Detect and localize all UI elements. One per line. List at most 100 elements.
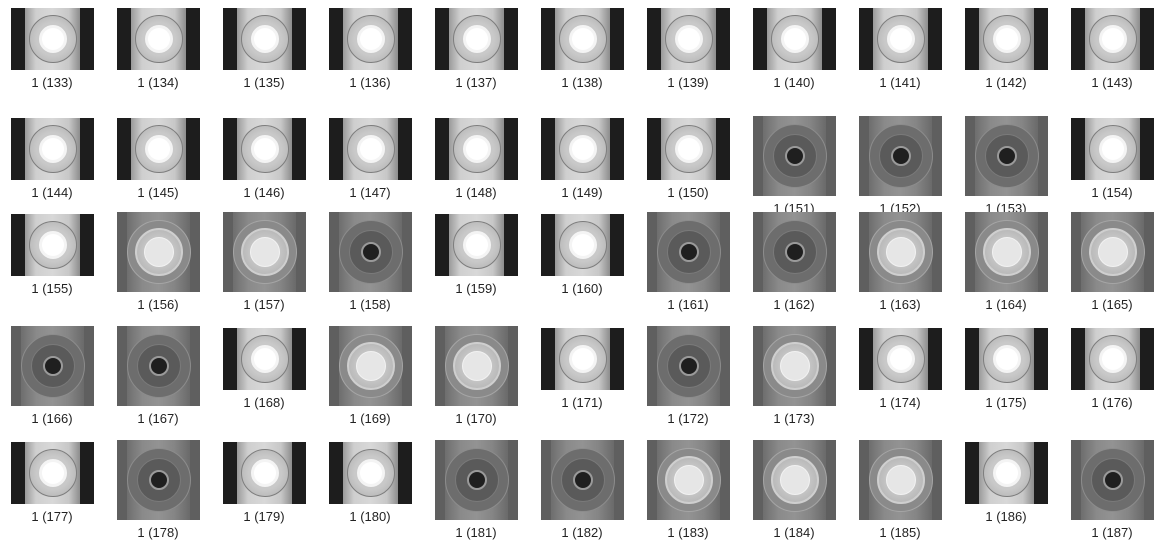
thumbnail-item[interactable]: 1 (143)	[1071, 8, 1167, 108]
thumbnail-label: 1 (184)	[773, 525, 815, 540]
thumbnail-item[interactable]: 1 (156)	[117, 212, 223, 314]
thumbnail-item[interactable]: 1 (147)	[329, 118, 435, 218]
thumbnail-label: 1 (146)	[243, 185, 285, 200]
thumbnail-item[interactable]: 1 (179)	[223, 442, 329, 542]
thumbnail-label: 1 (177)	[31, 509, 73, 524]
thumbnail-label: 1 (172)	[667, 411, 709, 426]
thumbnail-label: 1 (137)	[455, 75, 497, 90]
thumbnail-image	[117, 8, 200, 70]
thumbnail-image	[329, 212, 412, 292]
thumbnail-item[interactable]: 1 (146)	[223, 118, 329, 218]
thumbnail-item[interactable]: 1 (181)	[435, 440, 541, 542]
thumbnail-item[interactable]: 1 (154)	[1071, 118, 1167, 218]
thumbnail-item[interactable]: 1 (160)	[541, 214, 647, 314]
thumbnail-item[interactable]: 1 (159)	[435, 214, 541, 314]
thumbnail-label: 1 (148)	[455, 185, 497, 200]
thumbnail-label: 1 (161)	[667, 297, 709, 312]
thumbnail-image	[435, 440, 518, 520]
thumbnail-label: 1 (138)	[561, 75, 603, 90]
thumbnail-item[interactable]: 1 (148)	[435, 118, 541, 218]
thumbnail-image	[859, 8, 942, 70]
thumbnail-label: 1 (156)	[137, 297, 179, 312]
thumbnail-item[interactable]: 1 (142)	[965, 8, 1071, 108]
thumbnail-image	[1071, 118, 1154, 180]
thumbnail-label: 1 (175)	[985, 395, 1027, 410]
thumbnail-image	[647, 326, 730, 406]
thumbnail-image	[223, 442, 306, 504]
thumbnail-image	[117, 212, 200, 292]
thumbnail-item[interactable]: 1 (136)	[329, 8, 435, 108]
thumbnail-item[interactable]: 1 (163)	[859, 212, 965, 314]
thumbnail-image	[223, 328, 306, 390]
thumbnail-item[interactable]: 1 (182)	[541, 440, 647, 542]
thumbnail-item[interactable]: 1 (174)	[859, 328, 965, 428]
thumbnail-item[interactable]: 1 (139)	[647, 8, 753, 108]
thumbnail-item[interactable]: 1 (153)	[965, 116, 1071, 218]
thumbnail-item[interactable]: 1 (167)	[117, 326, 223, 428]
thumbnail-item[interactable]: 1 (151)	[753, 116, 859, 218]
thumbnail-label: 1 (178)	[137, 525, 179, 540]
thumbnail-label: 1 (179)	[243, 509, 285, 524]
thumbnail-item[interactable]: 1 (149)	[541, 118, 647, 218]
thumbnail-item[interactable]: 1 (164)	[965, 212, 1071, 314]
thumbnail-image	[435, 8, 518, 70]
thumbnail-item[interactable]: 1 (138)	[541, 8, 647, 108]
thumbnail-item[interactable]: 1 (158)	[329, 212, 435, 314]
thumbnail-item[interactable]: 1 (186)	[965, 442, 1071, 542]
thumbnail-item[interactable]: 1 (166)	[11, 326, 117, 428]
thumbnail-image	[647, 8, 730, 70]
thumbnail-image	[859, 212, 942, 292]
thumbnail-label: 1 (167)	[137, 411, 179, 426]
thumbnail-label: 1 (176)	[1091, 395, 1133, 410]
thumbnail-label: 1 (135)	[243, 75, 285, 90]
thumbnail-image	[11, 8, 94, 70]
thumbnail-image	[1071, 328, 1154, 390]
thumbnail-item[interactable]: 1 (137)	[435, 8, 541, 108]
thumbnail-image	[541, 8, 624, 70]
thumbnail-item[interactable]: 1 (133)	[11, 8, 117, 108]
thumbnail-image	[435, 214, 518, 276]
thumbnail-item[interactable]: 1 (175)	[965, 328, 1071, 428]
thumbnail-item[interactable]: 1 (168)	[223, 328, 329, 428]
thumbnail-item[interactable]: 1 (184)	[753, 440, 859, 542]
thumbnail-item[interactable]: 1 (180)	[329, 442, 435, 542]
thumbnail-item[interactable]: 1 (173)	[753, 326, 859, 428]
thumbnail-image	[11, 326, 94, 406]
thumbnail-item[interactable]: 1 (183)	[647, 440, 753, 542]
thumbnail-item[interactable]: 1 (161)	[647, 212, 753, 314]
thumbnail-item[interactable]: 1 (178)	[117, 440, 223, 542]
thumbnail-item[interactable]: 1 (150)	[647, 118, 753, 218]
thumbnail-label: 1 (162)	[773, 297, 815, 312]
thumbnail-item[interactable]: 1 (157)	[223, 212, 329, 314]
thumbnail-image	[1071, 212, 1154, 292]
thumbnail-label: 1 (183)	[667, 525, 709, 540]
thumbnail-item[interactable]: 1 (135)	[223, 8, 329, 108]
thumbnail-item[interactable]: 1 (145)	[117, 118, 223, 218]
thumbnail-item[interactable]: 1 (176)	[1071, 328, 1167, 428]
thumbnail-item[interactable]: 1 (165)	[1071, 212, 1167, 314]
thumbnail-image	[329, 442, 412, 504]
thumbnail-image	[753, 326, 836, 406]
thumbnail-item[interactable]: 1 (144)	[11, 118, 117, 218]
thumbnail-item[interactable]: 1 (152)	[859, 116, 965, 218]
thumbnail-image	[11, 442, 94, 504]
thumbnail-item[interactable]: 1 (170)	[435, 326, 541, 428]
thumbnail-item[interactable]: 1 (141)	[859, 8, 965, 108]
thumbnail-label: 1 (154)	[1091, 185, 1133, 200]
thumbnail-item[interactable]: 1 (134)	[117, 8, 223, 108]
thumbnail-item[interactable]: 1 (155)	[11, 214, 117, 314]
thumbnail-item[interactable]: 1 (185)	[859, 440, 965, 542]
thumbnail-item[interactable]: 1 (177)	[11, 442, 117, 542]
thumbnail-image	[965, 442, 1048, 504]
thumbnail-item[interactable]: 1 (162)	[753, 212, 859, 314]
thumbnail-image	[541, 118, 624, 180]
thumbnail-label: 1 (133)	[31, 75, 73, 90]
thumbnail-image	[753, 8, 836, 70]
thumbnail-item[interactable]: 1 (171)	[541, 328, 647, 428]
thumbnail-item[interactable]: 1 (187)	[1071, 440, 1167, 542]
thumbnail-item[interactable]: 1 (172)	[647, 326, 753, 428]
thumbnail-label: 1 (143)	[1091, 75, 1133, 90]
thumbnail-item[interactable]: 1 (140)	[753, 8, 859, 108]
thumbnail-item[interactable]: 1 (169)	[329, 326, 435, 428]
